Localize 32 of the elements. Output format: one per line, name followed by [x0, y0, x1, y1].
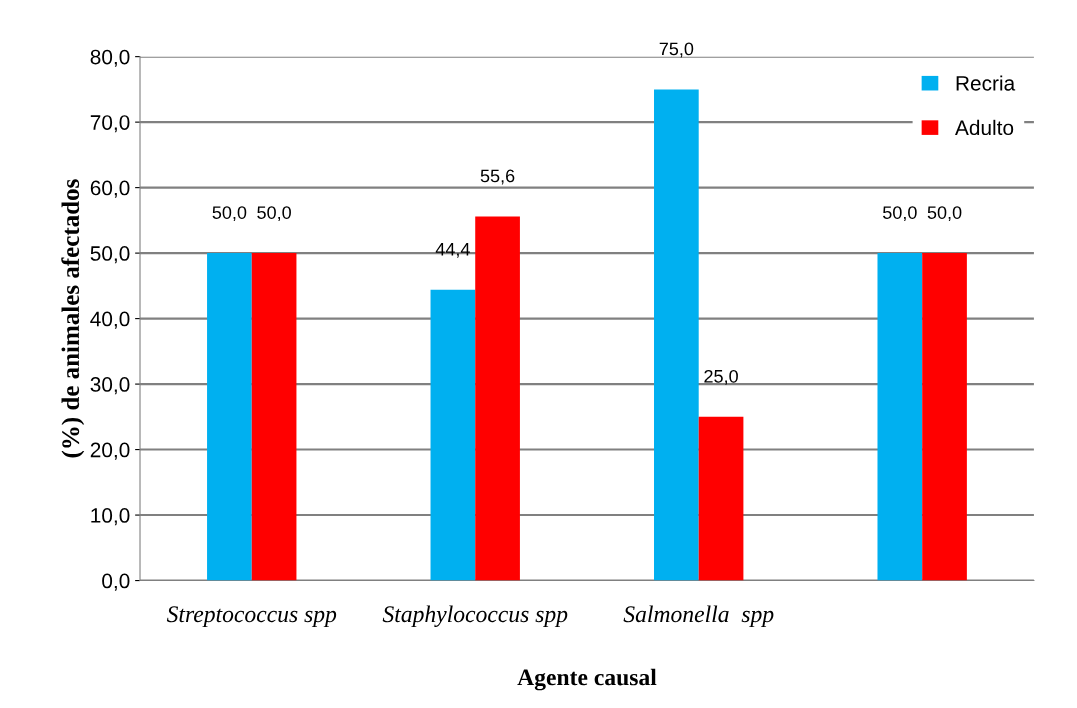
bar — [877, 253, 923, 581]
data-label: 50,0 — [882, 206, 917, 222]
data-label: 25,0 — [704, 369, 738, 385]
data-label: 50,0 — [927, 206, 962, 222]
x-tick-label: Streptococcus spp — [166, 606, 337, 627]
y-tick-label: 50,0 — [90, 246, 130, 264]
data-label: 50,0 — [212, 206, 247, 222]
y-tick-label: 10,0 — [91, 508, 130, 526]
y-axis-title: (%) de animales afectados — [61, 179, 85, 458]
bar — [475, 216, 520, 581]
data-label: 44,4 — [435, 243, 470, 258]
bar — [654, 89, 699, 581]
x-axis-title: Agente causal — [517, 668, 657, 691]
y-tick-label: 60,0 — [90, 180, 130, 198]
bar — [251, 253, 297, 581]
legend-label: Adulto — [955, 119, 1014, 136]
data-label: 50,0 — [257, 206, 291, 222]
legend-label: Recria — [956, 75, 1016, 91]
bar — [922, 253, 967, 581]
y-tick-label: 40,0 — [90, 311, 130, 329]
x-tick-label: Staphylococcus spp — [382, 605, 568, 628]
data-label: 55,6 — [480, 169, 515, 185]
y-tick-label: 30,0 — [90, 377, 130, 395]
data-label: 75,0 — [659, 42, 694, 58]
y-tick-label: 80,0 — [90, 49, 130, 67]
y-tick-label: 0,0 — [102, 573, 130, 591]
bar — [430, 289, 476, 581]
y-tick-label: 70,0 — [90, 115, 130, 133]
y-tick-label: 20,0 — [90, 442, 130, 460]
bar — [698, 416, 744, 581]
bar — [207, 253, 252, 581]
x-tick-label: Salmonella spp — [623, 605, 774, 627]
